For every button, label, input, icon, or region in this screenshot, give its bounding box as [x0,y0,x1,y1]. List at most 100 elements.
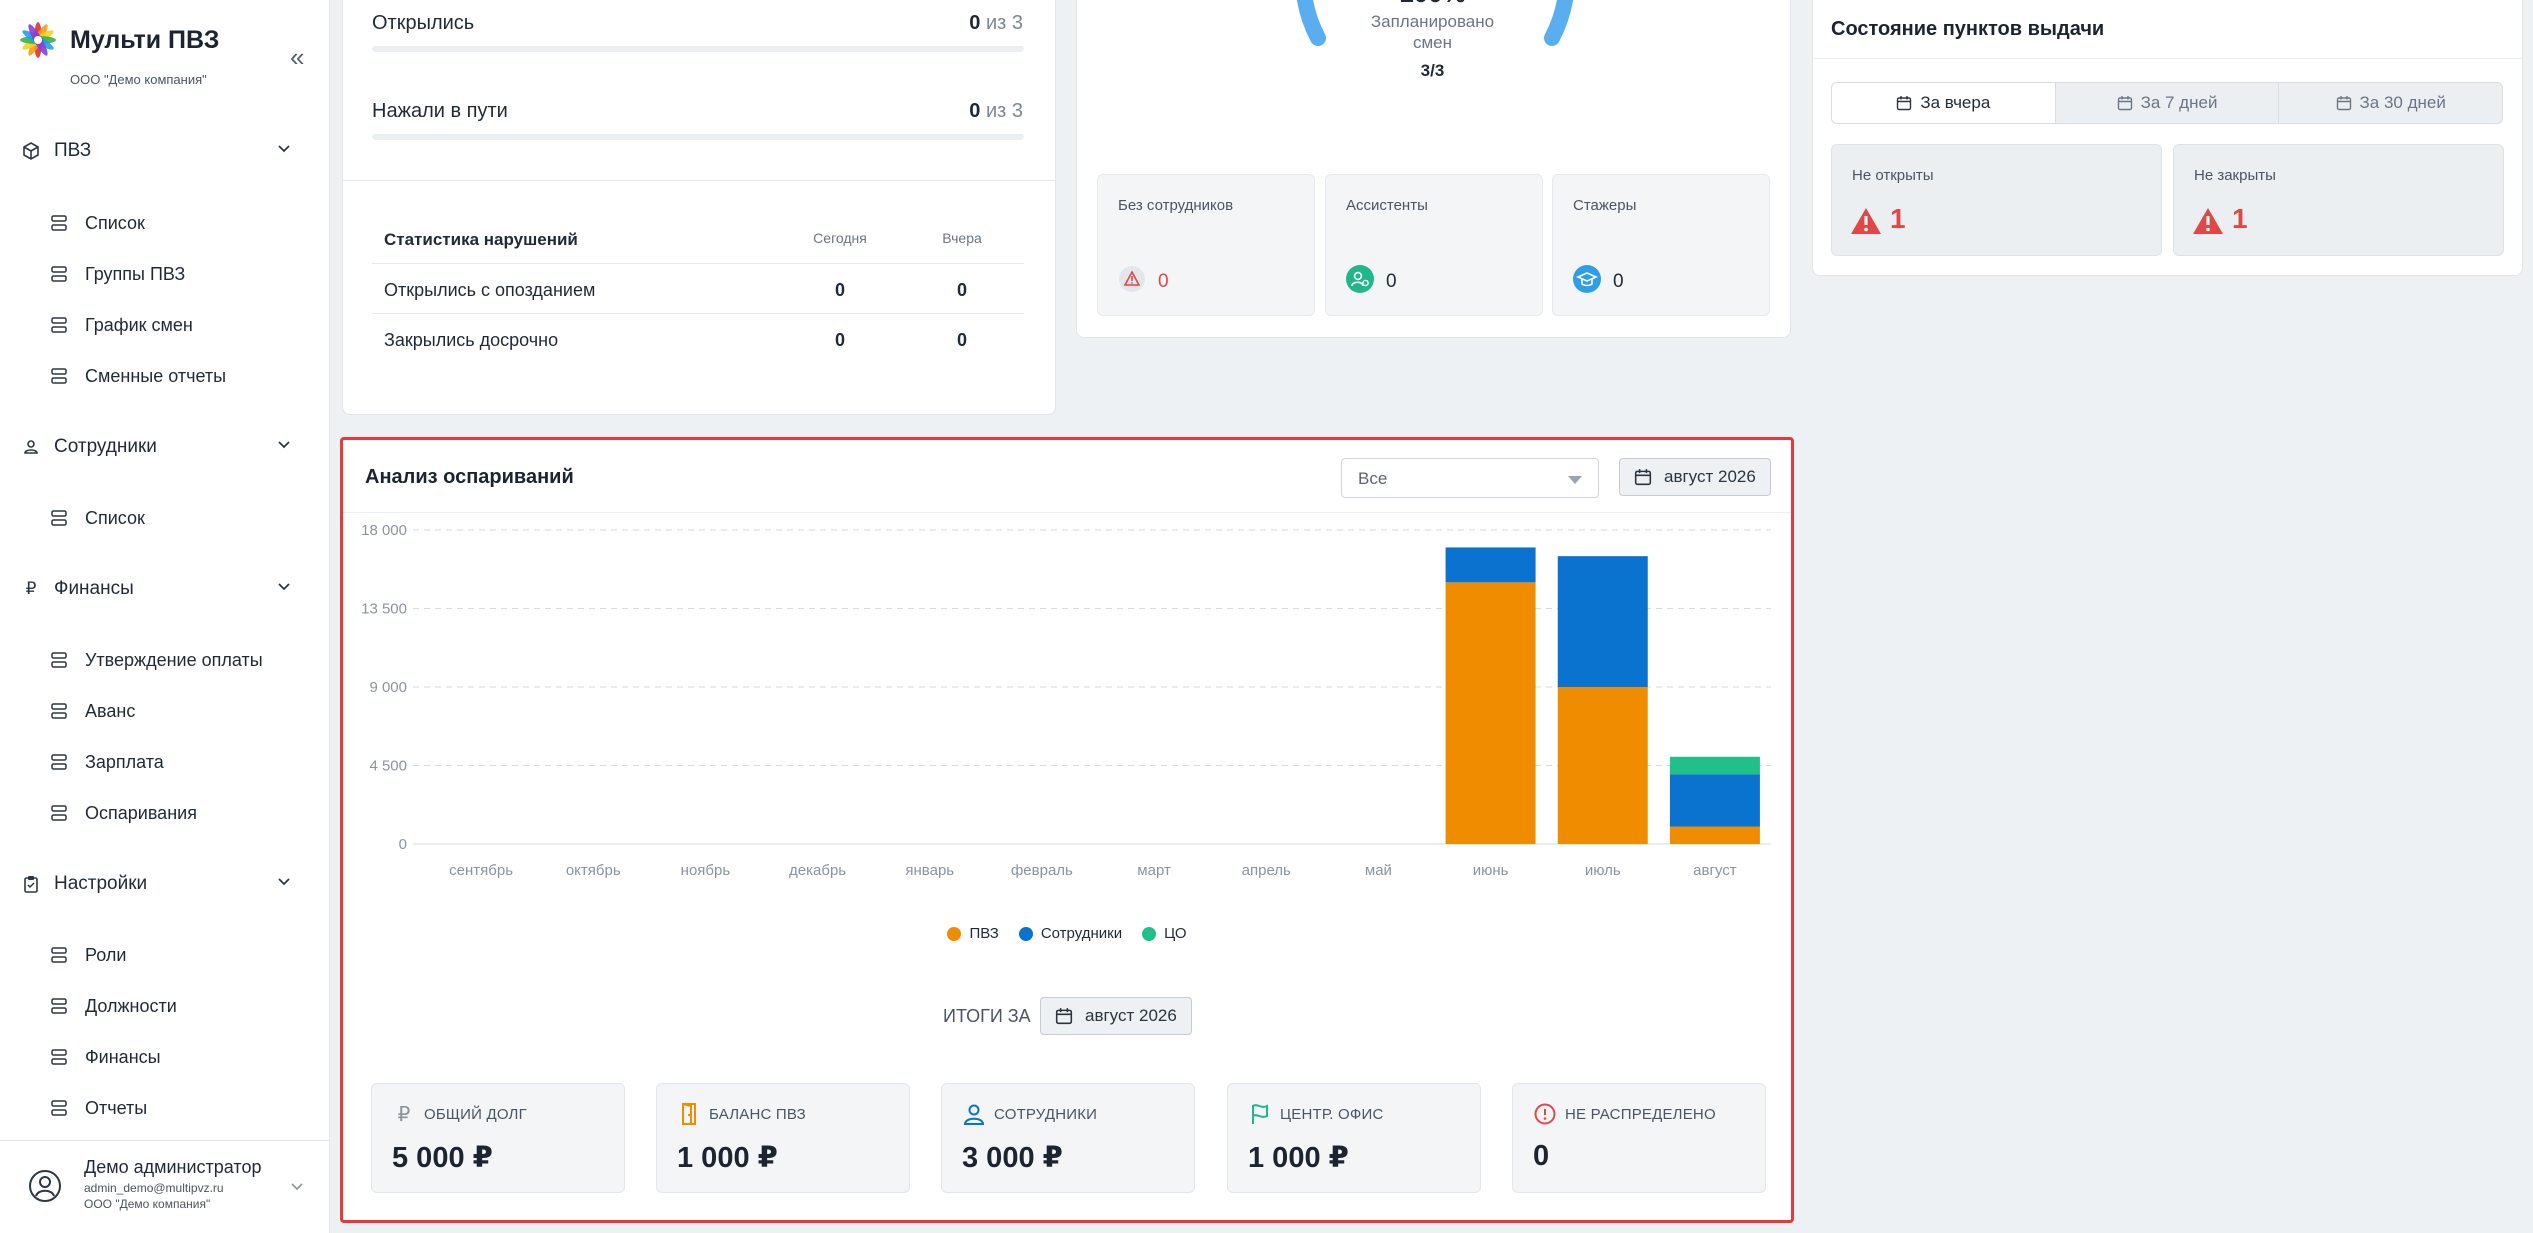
nav-item-label: Список [85,507,145,528]
legend-dot [1142,926,1157,941]
disputes-analysis-card: Анализ оспариваний Все август 2026 0 4 50… [340,437,1794,1223]
interns-box: Стажеры 0 [1552,174,1770,316]
shifts-label: Запланировано [1370,12,1495,31]
door-icon [682,1103,696,1125]
shifts-value: 3/3 [1420,61,1445,80]
legend-item[interactable]: Сотрудники [1018,925,1123,942]
shifts-gauge [1296,0,1574,46]
legend-item[interactable]: ЦО [1142,925,1187,942]
tab-label: За вчера [1920,93,1991,112]
assistant-icon [1346,265,1374,293]
nav-item-positions[interactable]: Должности [50,988,320,1024]
nav-item-employees-list[interactable]: Список [50,500,320,536]
nav-item-settings-finance[interactable]: Финансы [50,1039,320,1075]
clipboard-icon [24,876,38,893]
opened-value: 0 из 3 [969,12,1023,35]
nav-item-label: Должности [85,995,177,1016]
chevron-down-icon [291,1183,303,1191]
box-label: Стажеры [1573,197,1637,214]
x-tick-label: январь [905,862,954,879]
legend-label: ЦО [1164,925,1187,942]
y-tick-label: 4 500 [369,758,407,775]
nav-item-pvz-groups[interactable]: Группы ПВЗ [50,256,320,292]
period-label: август 2026 [1664,467,1756,486]
graduation-cap-icon [1573,265,1601,293]
total-label: ЦЕНТР. ОФИС [1280,1106,1384,1123]
no-staff-box: Без сотрудников 0 [1097,174,1315,316]
divider [1813,58,2522,59]
nav-section-finance[interactable]: ₽ Финансы [22,569,312,609]
opened-label: Открылись [372,12,475,34]
y-tick-label: 18 000 [361,522,407,539]
flag-icon [1252,1104,1268,1124]
x-tick-label: июнь [1473,862,1509,879]
nav-item-payment-approval[interactable]: Утверждение оплаты [50,642,320,678]
sidebar: Мульти ПВЗ ООО "Демо компания" « ПВЗ Спи… [0,0,330,1233]
nav-section-pvz[interactable]: ПВЗ [22,131,312,171]
nav-item-shift-reports[interactable]: Сменные отчеты [50,358,320,394]
list-icon [51,947,67,963]
list-icon [51,998,67,1014]
en-route-label: Нажали в пути [372,100,508,122]
nav-item-label: Оспаривания [85,802,197,823]
box-value: 0 [1613,271,1624,292]
chevron-down-icon [278,145,290,153]
nav-item-label: Роли [85,944,127,965]
row-yesterday: 0 [956,280,967,300]
opened-of: из 3 [985,12,1023,34]
list-icon [51,703,67,719]
nav-item-pvz-list[interactable]: Список [50,205,320,241]
legend-item[interactable]: ПВЗ [947,925,999,942]
nav-item-reports[interactable]: Отчеты [50,1090,320,1126]
user-menu[interactable]: Демо администратор admin_demo@multipvz.r… [0,1140,330,1233]
filter-select-value: Все [1358,469,1388,488]
nav-section-settings[interactable]: Настройки [22,864,312,904]
brand-name: Мульти ПВЗ [70,26,220,54]
chevron-down-icon [278,878,290,886]
opening-card [342,0,1056,415]
tab-7-days[interactable]: За 7 дней [2056,83,2280,123]
nav-section-label: Сотрудники [54,436,157,457]
x-tick-label: август [1693,862,1737,879]
tab-yesterday[interactable]: За вчера [1832,83,2056,123]
nav-item-disputes[interactable]: Оспаривания [50,795,320,831]
tab-30-days[interactable]: За 30 дней [2279,83,2502,123]
total-value: 5 000 ₽ [392,1142,493,1174]
box-label: Ассистенты [1346,197,1428,214]
x-tick-label: октябрь [566,862,621,879]
total-label: СОТРУДНИКИ [994,1106,1098,1123]
x-tick-label: ноябрь [681,862,731,879]
period-picker-button[interactable]: август 2026 [1619,458,1771,496]
user-icon [963,1104,985,1125]
user-company: ООО "Демо компания" [84,1197,211,1211]
period-tabs: За вчера За 7 дней За 30 дней [1831,82,2503,124]
y-tick-label: 13 500 [361,601,407,618]
list-icon [51,754,67,770]
employees-total-card: СОТРУДНИКИ 3 000 ₽ [941,1083,1195,1193]
violations-header: Статистика нарушений Сегодня Вчера [372,214,1024,264]
warning-icon [1119,266,1145,292]
shifts-percent: 100% [1330,0,1535,9]
divider [343,512,1791,513]
box-label: Без сотрудников [1118,197,1234,214]
nav-item-advance[interactable]: Аванс [50,693,320,729]
en-route-count: 0 [969,100,981,122]
list-icon [51,1100,67,1116]
x-tick-label: май [1365,862,1392,879]
calendar-icon [1897,96,1912,111]
box-value: 0 [1386,271,1397,292]
collapse-sidebar-icon[interactable]: « [290,42,305,72]
filter-select[interactable]: Все [1341,458,1599,498]
nav-item-label: Аванс [85,700,136,721]
nav-item-salary[interactable]: Зарплата [50,744,320,780]
nav-item-shift-schedule[interactable]: График смен [50,307,320,343]
nav-section-employees[interactable]: Сотрудники [22,427,312,467]
col-yesterday: Вчера [942,230,982,246]
table-row: Открылись с опозданием 0 0 [372,264,1024,314]
user-icon [24,440,38,454]
legend-label: Сотрудники [1040,925,1123,942]
en-route-progress [372,134,1024,140]
nav-item-roles[interactable]: Роли [50,937,320,973]
totals-period-button[interactable]: август 2026 [1040,997,1192,1035]
y-tick-label: 0 [399,836,407,853]
